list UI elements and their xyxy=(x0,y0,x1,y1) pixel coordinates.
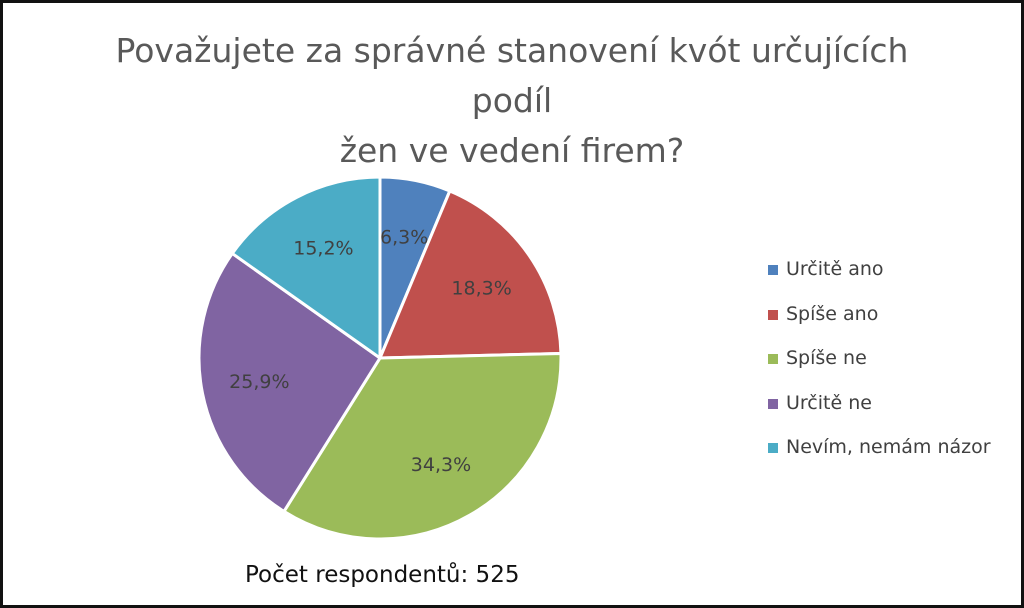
data-label-urcite-ne: 25,9% xyxy=(229,371,289,393)
data-label-nevim-nemam-nazor: 15,2% xyxy=(293,238,353,260)
legend-swatch xyxy=(768,443,778,453)
legend-label: Spíše ne xyxy=(786,347,867,369)
chart-title-line-2: žen ve vedení firem? xyxy=(339,131,685,170)
pie-slice-spise-ano xyxy=(378,189,563,360)
data-label-urcite-ano: 6,3% xyxy=(380,226,428,248)
legend-label: Spíše ano xyxy=(786,302,879,325)
respondent-count: Počet respondentů: 525 xyxy=(245,562,520,588)
legend-swatch xyxy=(768,398,778,409)
legend-label: Určitě ano xyxy=(786,258,884,280)
legend-swatch xyxy=(768,265,778,275)
chart-title: Považujete za správné stanovení kvót urč… xyxy=(112,26,912,176)
pie-slice-urcite-ne xyxy=(197,251,382,513)
legend-label: Určitě ne xyxy=(786,391,872,414)
chart-title-line-1: Považujete za správné stanovení kvót urč… xyxy=(115,31,909,120)
pie-slice-nevim-nemam-nazor xyxy=(230,175,382,360)
pie-slice-spise-ne xyxy=(282,351,563,541)
data-label-spise-ano: 18,3% xyxy=(451,277,511,299)
legend-swatch xyxy=(768,309,778,320)
legend-label: Nevím, nemám názor xyxy=(786,436,991,458)
legend-swatch xyxy=(768,354,778,364)
data-label-spise-ne: 34,3% xyxy=(411,454,471,476)
